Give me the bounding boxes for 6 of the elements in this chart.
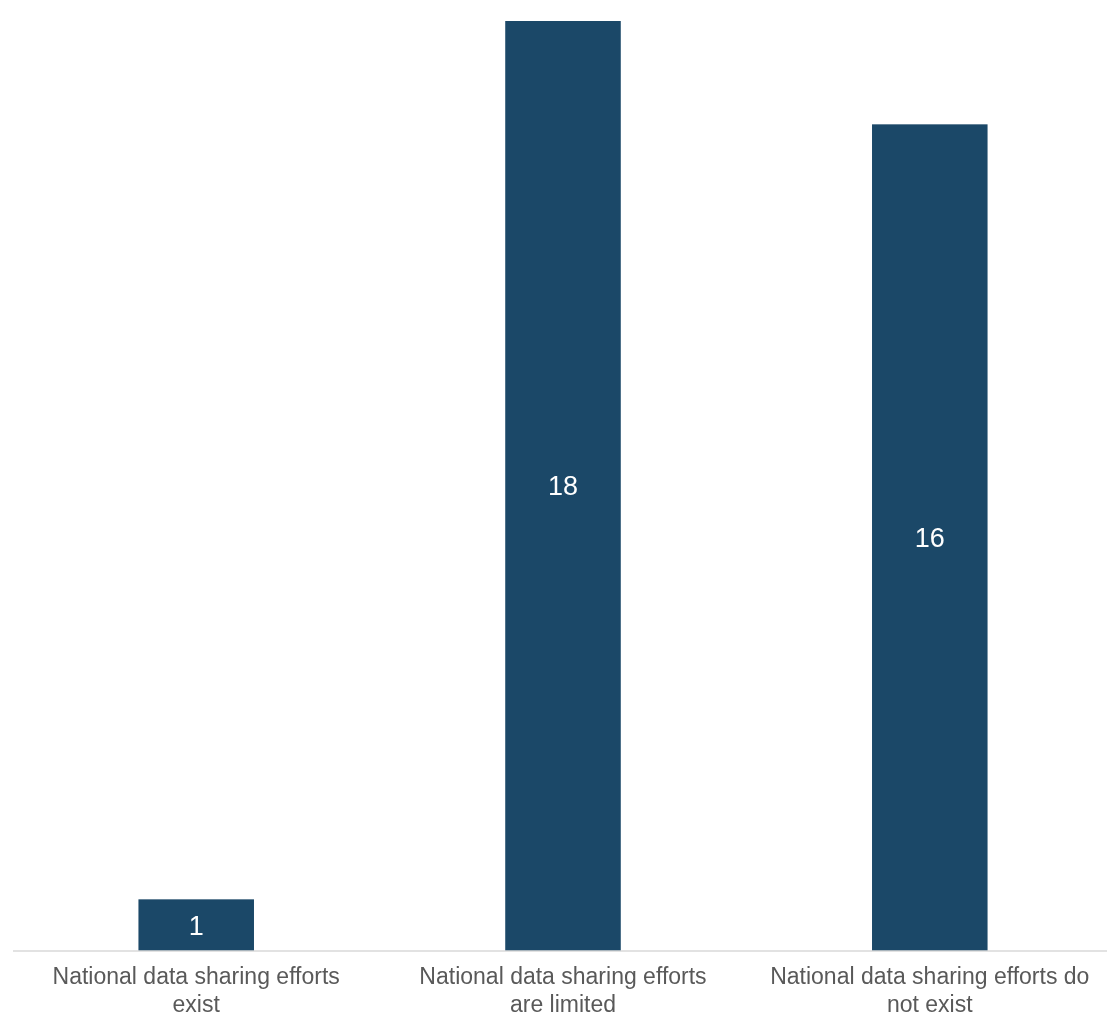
data-label: 1 [188, 910, 204, 941]
x-tick-label: National data sharing efforts exist [52, 963, 340, 1016]
x-tick-label: National data sharing efforts are limited [419, 963, 707, 1016]
x-tick-label: National data sharing efforts do not exist [770, 963, 1090, 1016]
data-label: 18 [547, 471, 579, 502]
data-label: 16 [914, 523, 945, 554]
